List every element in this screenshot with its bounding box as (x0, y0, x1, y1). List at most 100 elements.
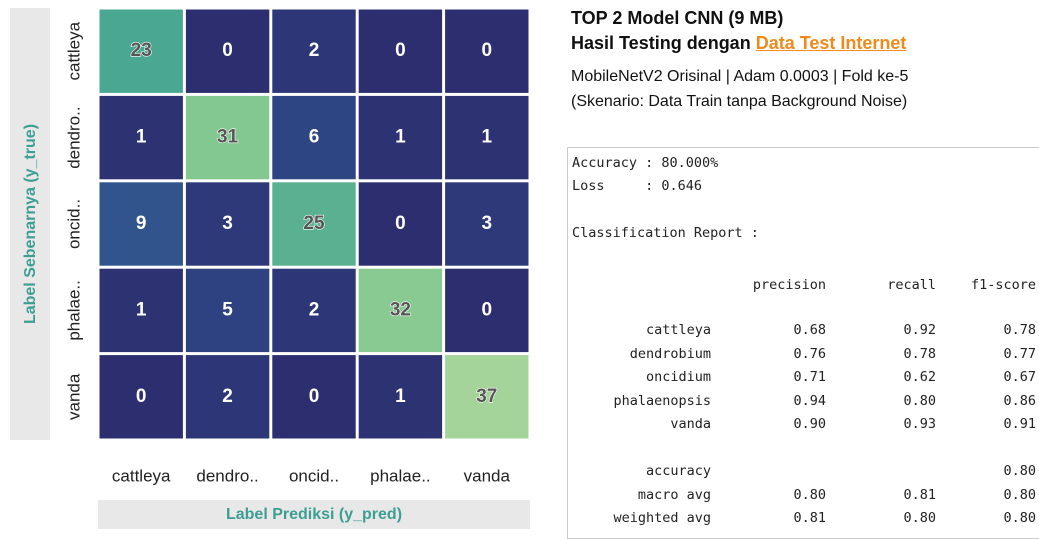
heatmap-cell (185, 355, 270, 439)
panel-desc: MobileNetV2 Orisinal | Adam 0.0003 | Fol… (571, 68, 909, 85)
heatmap-cell (358, 182, 443, 266)
heatmap-cell (185, 9, 270, 93)
heatmap-cell (445, 268, 529, 353)
row-value: 0.78 (1003, 322, 1036, 338)
column-header: precision (752, 277, 826, 293)
x-tick-label: phalae.. (370, 466, 431, 485)
heatmap-cell (445, 95, 529, 180)
heatmap-cell (99, 268, 183, 353)
row-value: 0.80 (793, 486, 826, 503)
cell-value: 3 (482, 213, 493, 234)
row-value: 0.81 (793, 510, 826, 526)
row-value: 0.86 (1003, 392, 1036, 409)
x-label-band (98, 500, 530, 529)
cell-value: 0 (395, 40, 406, 61)
row-value: 0.80 (903, 392, 936, 409)
heatmap-cell (99, 95, 183, 180)
heatmap-cell (358, 9, 443, 93)
cell-value: 6 (309, 127, 320, 148)
panel-subtitle: Hasil Testing dengan Data Test Internet (571, 31, 1039, 56)
row-value: 0.81 (903, 486, 936, 503)
cell-value: 32 (390, 299, 411, 320)
row-value: 0.67 (1003, 369, 1036, 385)
cell-value: 31 (217, 127, 239, 148)
heatmap-cell (358, 95, 443, 180)
cell-value: 37 (476, 386, 497, 407)
heatmap-cell (185, 95, 270, 180)
heatmap-cell (358, 355, 443, 439)
subtitle-text: Hasil Testing dengan (571, 33, 751, 53)
report-heading: Classification Report : (572, 225, 759, 241)
heatmap-cell (358, 268, 443, 353)
row-value: 0.92 (903, 322, 936, 338)
y-tick-label: vanda (64, 373, 83, 420)
row-value: 0.80 (1003, 463, 1036, 479)
y-tick-label: oncid.. (64, 199, 83, 249)
row-value: 0.90 (793, 416, 826, 432)
row-value: 0.77 (1003, 345, 1036, 362)
report-box: Accuracy : 80.000% Loss : 0.646 Classifica… (567, 147, 1039, 539)
row-value: 0.71 (793, 369, 826, 385)
subtitle-link[interactable]: Data Test Internet (755, 33, 907, 53)
cell-value: 0 (482, 40, 493, 61)
row-label: accuracy (645, 463, 711, 479)
y-tick-label: cattleya (64, 21, 83, 80)
cell-value: 9 (136, 213, 147, 234)
row-value: 0.80 (1003, 486, 1036, 503)
row-value: 0.78 (903, 345, 936, 362)
y-axis-label: Label Sebenarnya (y_true) (22, 124, 39, 324)
column-header: f1-score (970, 277, 1036, 293)
row-label: vanda (670, 416, 711, 432)
cell-value: 0 (222, 40, 233, 61)
cell-value: 0 (395, 213, 406, 234)
row-value: 0.94 (793, 392, 826, 409)
cell-value: 2 (222, 386, 233, 407)
cell-value: 2 (309, 299, 320, 320)
row-label: weighted avg (613, 510, 711, 526)
summary-line: Loss : 0.646 (572, 178, 703, 194)
row-value: 0.68 (793, 322, 826, 338)
row-label: macro avg (637, 486, 711, 503)
row-label: phalaenopsis (613, 392, 711, 409)
row-value: 0.62 (903, 369, 936, 385)
y-label-band (10, 8, 50, 440)
panel-desc: (Skenario: Data Train tanpa Background N… (571, 93, 908, 110)
summary-line: Accuracy : 80.000% (572, 155, 719, 171)
row-label: oncidium (645, 369, 711, 385)
heatmap-cell (99, 182, 183, 266)
row-label: dendrobium (629, 345, 711, 362)
heatmap-cell (272, 182, 356, 266)
row-value: 0.91 (1003, 416, 1036, 432)
row-value: 0.93 (903, 416, 936, 432)
x-tick-label: vanda (464, 466, 511, 485)
x-axis-label: Label Prediksi (y_pred) (226, 506, 402, 523)
cell-value: 0 (309, 386, 320, 407)
x-tick-label: oncid.. (289, 466, 339, 485)
row-label: cattleya (645, 322, 711, 338)
cell-value: 1 (395, 386, 406, 407)
cell-value: 2 (309, 40, 320, 61)
cell-value: 25 (303, 213, 325, 234)
heatmap-cell (185, 268, 270, 353)
heatmap-cell (272, 268, 356, 353)
heatmap-cell (99, 355, 183, 439)
heatmap-cell (445, 182, 529, 266)
panel-title: TOP 2 Model CNN (9 MB) (571, 8, 784, 28)
x-tick-label: cattleya (112, 466, 171, 485)
y-tick-label: dendro.. (64, 106, 83, 168)
cell-value: 1 (136, 127, 147, 148)
cell-value: 0 (136, 386, 147, 407)
y-tick-label: phalae.. (64, 280, 83, 341)
cell-value: 5 (222, 299, 233, 320)
row-value: 0.76 (793, 345, 826, 362)
cell-value: 3 (222, 213, 233, 234)
column-header: recall (887, 277, 936, 293)
x-tick-label: dendro.. (196, 466, 258, 485)
cell-value: 23 (131, 40, 152, 61)
heatmap-cell (272, 9, 356, 93)
heatmap-cell (99, 9, 183, 93)
row-value: 0.80 (903, 510, 936, 526)
heatmap-cell (445, 9, 529, 93)
cell-value: 1 (482, 127, 493, 148)
